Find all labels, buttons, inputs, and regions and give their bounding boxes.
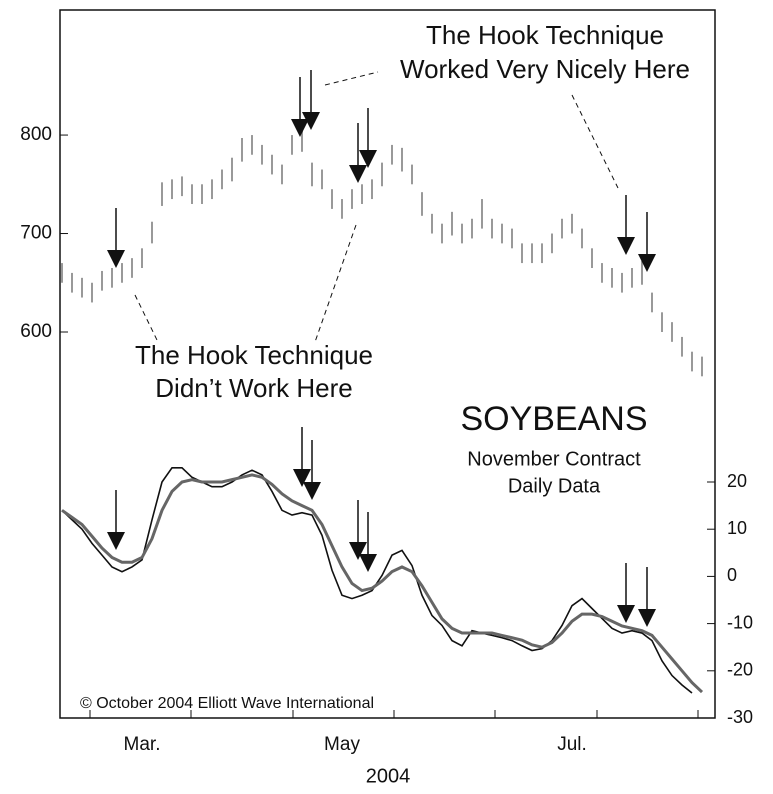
- y-tick-label: 600: [20, 321, 52, 342]
- arrow-head: [302, 112, 320, 130]
- arrow-head: [291, 119, 309, 137]
- chart-subtitle: November Contract: [467, 448, 641, 470]
- oscillator-line: [61, 473, 704, 694]
- arrow-head: [303, 482, 321, 500]
- annotation: Worked Very Nicely Here: [400, 54, 690, 84]
- y2-tick-label: 10: [727, 518, 747, 538]
- arrow-head: [349, 165, 367, 183]
- arrow-head: [617, 237, 635, 255]
- arrow-head: [293, 469, 311, 487]
- x-tick-label: Jul.: [557, 734, 587, 755]
- chart-subtitle: Daily Data: [508, 475, 601, 497]
- arrow-head: [107, 532, 125, 550]
- y-tick-label: 800: [20, 124, 52, 145]
- arrow-head: [638, 254, 656, 272]
- y2-tick-label: 0: [727, 565, 737, 585]
- copyright: © October 2004 Elliott Wave Internationa…: [80, 695, 374, 712]
- y2-tick-label: -30: [727, 707, 753, 727]
- arrow-head: [617, 605, 635, 623]
- plot-frame: [59, 9, 716, 719]
- arrow-head: [359, 554, 377, 572]
- x-tick-label: May: [324, 734, 360, 755]
- y2-tick-label: -20: [727, 660, 753, 680]
- arrow-head: [349, 542, 367, 560]
- y2-tick-label: 20: [727, 471, 747, 491]
- arrow-head: [359, 150, 377, 168]
- annotation: Didn’t Work Here: [155, 373, 352, 403]
- y-tick-label: 700: [20, 223, 52, 244]
- leader-lines: [134, 71, 619, 343]
- arrow-head: [107, 250, 125, 268]
- x-axis-label: 2004: [366, 765, 411, 787]
- oscillator-line: [61, 467, 693, 694]
- y2-tick-label: -10: [727, 612, 753, 632]
- x-tick-label: Mar.: [124, 734, 161, 755]
- annotation: The Hook Technique: [426, 20, 664, 50]
- annotation: The Hook Technique: [135, 340, 373, 370]
- chart-title: SOYBEANS: [460, 400, 647, 438]
- arrow-head: [638, 609, 656, 627]
